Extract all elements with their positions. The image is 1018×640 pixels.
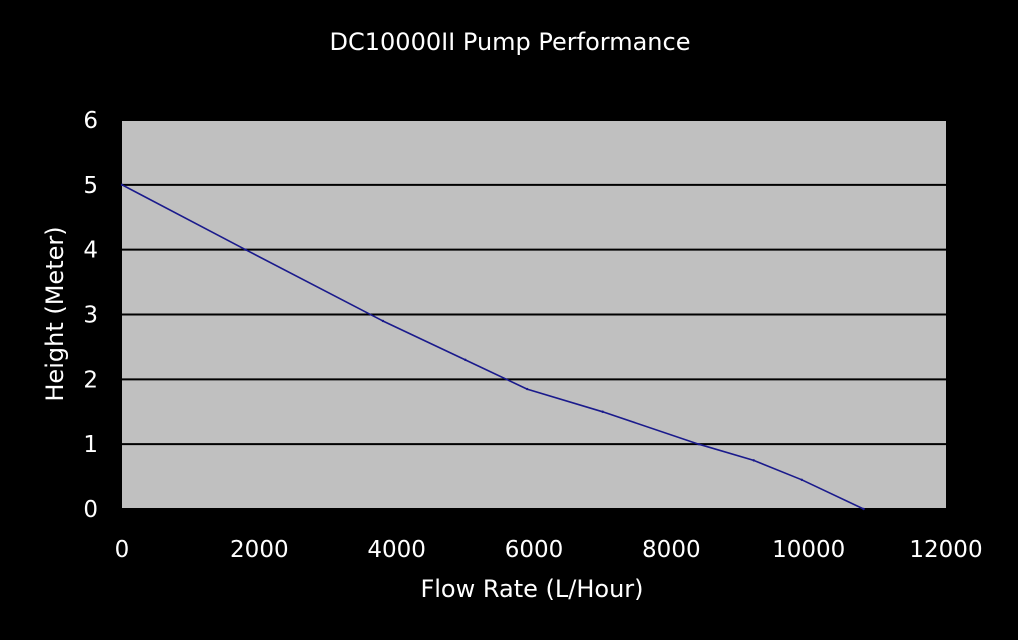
data-point-0-3 xyxy=(464,358,467,362)
x-tick-label-4: 8000 xyxy=(642,537,701,563)
tick-labels: 0 1 2 3 4 5 6 0 2000 4000 6000 8000 10000 12000 xyxy=(83,108,982,563)
y-tick-label-1: 1 xyxy=(83,432,98,458)
x-tick-label-0: 0 xyxy=(115,537,130,563)
data-point-0-4 xyxy=(525,387,529,391)
y-tick-label-6: 6 xyxy=(83,108,98,134)
chart-title: DC10000II Pump Performance xyxy=(330,28,691,56)
data-point-0-7 xyxy=(752,459,755,462)
gridlines xyxy=(116,119,947,515)
data-point-0-1 xyxy=(244,248,247,251)
y-tick-label-0: 0 xyxy=(83,497,98,523)
data-point-0-6 xyxy=(697,442,700,446)
series-line-0 xyxy=(121,184,864,510)
x-tick-label-3: 6000 xyxy=(505,537,564,563)
y-tick-label-3: 3 xyxy=(83,303,98,329)
y-tick-label-5: 5 xyxy=(83,173,98,199)
x-tick-label-5: 10000 xyxy=(772,537,845,563)
y-axis-label: Height (Meter) xyxy=(41,226,69,401)
data-point-0-0 xyxy=(120,183,124,187)
x-tick-label-6: 12000 xyxy=(909,537,982,563)
y-tick-label-2: 2 xyxy=(83,367,98,393)
data-point-0-9 xyxy=(862,507,865,511)
series-group xyxy=(120,183,865,511)
data-point-0-5 xyxy=(601,410,604,413)
x-axis-label: Flow Rate (L/Hour) xyxy=(420,575,643,603)
data-point-0-8 xyxy=(800,478,803,482)
y-tick-label-4: 4 xyxy=(83,238,98,264)
data-point-0-2 xyxy=(381,319,385,323)
x-tick-label-2: 4000 xyxy=(367,537,426,563)
x-tick-label-1: 2000 xyxy=(230,537,289,563)
